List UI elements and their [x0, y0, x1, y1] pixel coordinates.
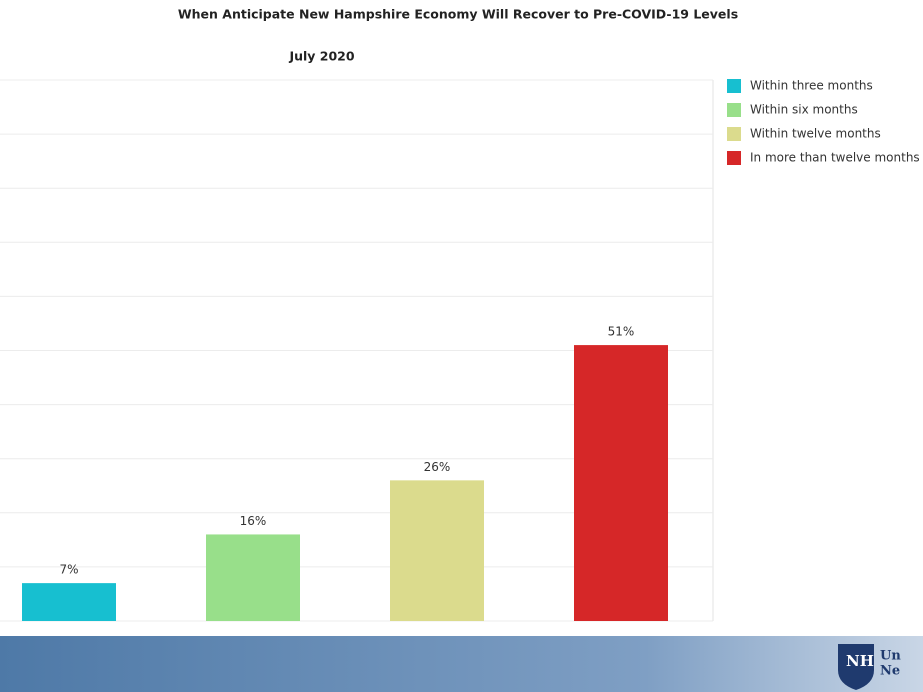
bar [206, 534, 300, 621]
data-label: 16% [240, 514, 267, 528]
chart-subtitle: July 2020 [288, 49, 354, 64]
bar [574, 345, 668, 621]
logo: NH Un Ne [838, 644, 901, 690]
logo-text: Un [880, 649, 901, 664]
logo-shield [838, 644, 874, 690]
data-label: 7% [59, 563, 78, 577]
legend-swatch [727, 103, 741, 117]
data-label: 26% [424, 460, 451, 474]
bar [22, 583, 116, 621]
legend-swatch [727, 151, 741, 165]
legend-label: Within six months [750, 103, 858, 117]
legend-label: Within three months [750, 79, 873, 93]
logo-text: Ne [880, 664, 900, 679]
data-label: 51% [608, 325, 635, 339]
footer-band [0, 636, 923, 692]
legend-swatch [727, 79, 741, 93]
legend-label: Within twelve months [750, 127, 881, 141]
bar [390, 480, 484, 621]
chart-title: When Anticipate New Hampshire Economy Wi… [178, 7, 738, 22]
logo-mark: NH [846, 652, 874, 670]
legend-label: In more than twelve months [750, 151, 920, 165]
legend-swatch [727, 127, 741, 141]
